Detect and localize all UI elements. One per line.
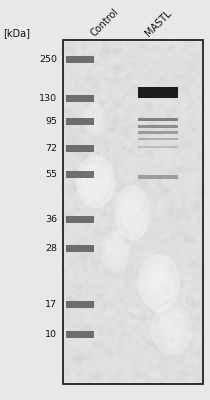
Bar — [66, 95, 93, 102]
Text: 28: 28 — [45, 244, 57, 253]
Bar — [63, 40, 203, 384]
Text: 36: 36 — [45, 215, 57, 224]
Ellipse shape — [145, 262, 174, 303]
Ellipse shape — [157, 312, 186, 347]
Bar — [138, 118, 178, 122]
Bar — [138, 131, 178, 134]
Bar — [138, 175, 178, 179]
Bar — [138, 146, 178, 148]
Bar — [138, 124, 178, 128]
Text: Control: Control — [89, 6, 121, 38]
Bar — [138, 138, 178, 140]
Ellipse shape — [105, 237, 126, 267]
Bar — [66, 118, 93, 125]
Text: MASTL: MASTL — [144, 8, 174, 38]
Ellipse shape — [163, 319, 180, 340]
Ellipse shape — [151, 304, 193, 355]
Bar — [66, 301, 93, 308]
Bar — [138, 87, 178, 98]
Bar — [66, 56, 93, 63]
Text: 55: 55 — [45, 170, 57, 179]
Ellipse shape — [87, 109, 103, 130]
Ellipse shape — [138, 254, 180, 312]
Bar — [66, 245, 93, 252]
Ellipse shape — [76, 155, 116, 208]
Text: 250: 250 — [39, 55, 57, 64]
Bar — [66, 216, 93, 223]
Ellipse shape — [114, 185, 150, 241]
Text: 95: 95 — [45, 117, 57, 126]
Ellipse shape — [110, 243, 121, 260]
Bar — [66, 171, 93, 178]
Ellipse shape — [82, 163, 109, 200]
Text: 17: 17 — [45, 300, 57, 309]
Ellipse shape — [90, 113, 99, 126]
Bar — [66, 145, 93, 152]
Bar — [63, 40, 203, 384]
Text: 130: 130 — [39, 94, 57, 103]
Ellipse shape — [88, 171, 104, 192]
Ellipse shape — [120, 193, 144, 232]
Bar — [66, 330, 93, 338]
Ellipse shape — [83, 104, 106, 135]
Ellipse shape — [125, 202, 139, 224]
Text: 72: 72 — [45, 144, 57, 153]
Text: [kDa]: [kDa] — [3, 28, 30, 38]
Ellipse shape — [101, 230, 130, 273]
Text: 10: 10 — [45, 330, 57, 338]
Ellipse shape — [151, 271, 168, 294]
